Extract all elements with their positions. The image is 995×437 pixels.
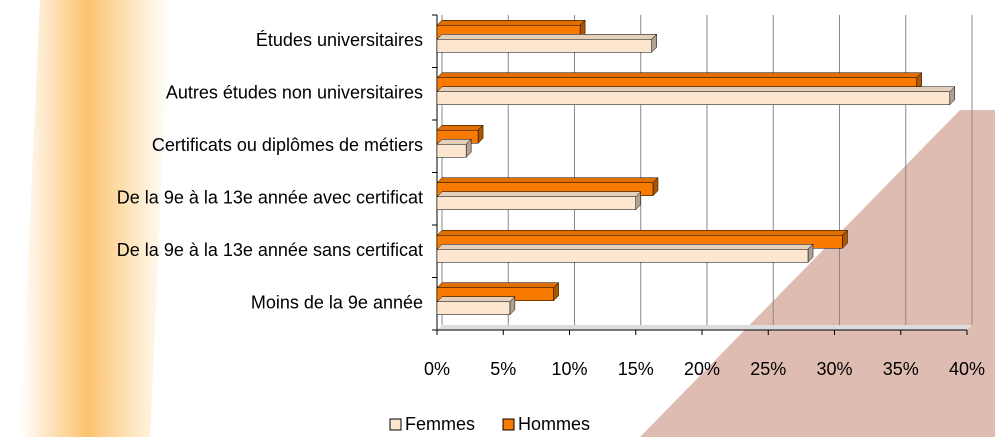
- bar: [436, 144, 467, 158]
- floor: [437, 325, 972, 330]
- y-tick-label: Moins de la 9e année: [251, 293, 423, 313]
- bar: [436, 301, 511, 315]
- bar: [436, 249, 809, 263]
- x-tick-label: 0%: [424, 359, 450, 379]
- x-tick-label: 10%: [551, 359, 587, 379]
- background-stripe: [20, 0, 170, 437]
- bar-top: [436, 177, 659, 183]
- y-tick-label: De la 9e à la 13e année avec certificat: [117, 188, 423, 208]
- bar: [436, 196, 636, 210]
- x-tick-label: 5%: [490, 359, 516, 379]
- bar-top: [436, 244, 814, 250]
- legend-label: Hommes: [518, 414, 590, 434]
- x-tick-label: 30%: [816, 359, 852, 379]
- bar: [436, 91, 951, 105]
- bar-top: [436, 191, 642, 197]
- x-tick-label: 15%: [618, 359, 654, 379]
- background-band: [640, 110, 995, 437]
- bar-top: [436, 125, 484, 131]
- bar-top: [436, 20, 586, 26]
- bar-top: [436, 282, 560, 288]
- x-tick-label: 25%: [750, 359, 786, 379]
- bar-top: [436, 34, 658, 40]
- x-tick-label: 20%: [684, 359, 720, 379]
- bar-top: [436, 139, 472, 145]
- x-tick-label: 35%: [883, 359, 919, 379]
- y-tick-label: Certificats ou diplômes de métiers: [152, 135, 423, 155]
- y-tick-label: De la 9e à la 13e année sans certificat: [117, 240, 423, 260]
- legend-label: Femmes: [405, 414, 475, 434]
- y-tick-label: Autres études non universitaires: [166, 83, 423, 103]
- bar: [436, 39, 652, 53]
- y-tick-label: Études universitaires: [256, 30, 423, 50]
- bar-top: [436, 296, 516, 302]
- legend-swatch: [389, 418, 402, 431]
- legend-swatch: [502, 418, 515, 431]
- x-tick-label: 40%: [949, 359, 985, 379]
- bar-top: [436, 86, 956, 92]
- bar-top: [436, 230, 849, 236]
- bar-top: [436, 72, 923, 78]
